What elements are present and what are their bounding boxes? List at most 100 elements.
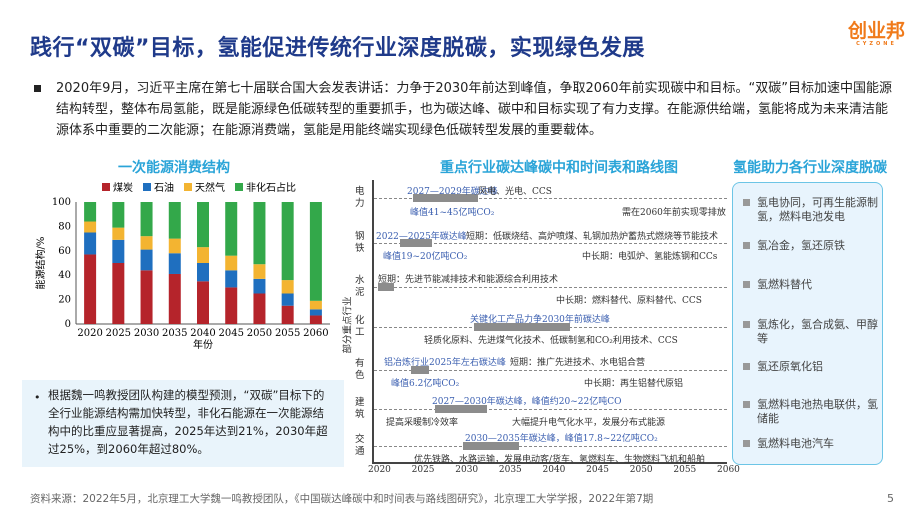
hydrogen-item: 氢冶金，氢还原铁 (743, 239, 879, 253)
bar-石油 (309, 309, 322, 316)
hydrogen-item: 氢燃料电池热电联供，氢储能 (743, 398, 879, 426)
hydrogen-item: 氢还原氧化铝 (743, 360, 879, 374)
bar-天然气 (197, 247, 209, 263)
legend-swatch (184, 183, 192, 191)
bar-天然气 (112, 227, 125, 240)
row-annotation: 峰值6.2亿吨CO₂ (391, 379, 460, 389)
row-annotation: 峰值41~45亿吨CO₂ (410, 208, 495, 218)
hydrogen-item: 氢电协同，可再生能源制氢，燃料电池发电 (743, 196, 879, 224)
y-axis-label: 能源结构/% (34, 237, 47, 290)
hydrogen-item: 氢炼化，氢合成氨、甲醇等 (743, 318, 879, 346)
bar-天然气 (140, 236, 153, 250)
x-tick-label: 2035 (162, 328, 187, 339)
row-annotation: 优先铁路、水路运输，发展电动客/货车、氢燃料车、生物燃料飞机和船舶 (414, 455, 706, 465)
x-tick-label: 2030 (134, 328, 159, 339)
row-label: 有色 (355, 358, 365, 381)
note-box: • 根据魏一鸣教授团队构建的模型预测，“双碳”目标下的全行业能源结构需加快转型，非… (22, 380, 344, 467)
x-tick-label: 2050 (629, 465, 653, 475)
row-annotation: 风电、光电、CCS (478, 187, 552, 197)
bar-石油 (281, 293, 294, 306)
source-note: 资料来源：2022年5月，北京理工大学魏一鸣教授团队，《中国碳达峰碳中和时间表与… (30, 493, 654, 505)
legend-label: 石油 (154, 181, 174, 194)
y-tick-label: 20 (58, 295, 71, 306)
x-tick-label: 2025 (411, 465, 435, 475)
hydrogen-box: 氢电协同，可再生能源制氢，燃料电池发电氢冶金，氢还原铁 氢燃料替代氢炼化，氢合成氨… (732, 182, 883, 465)
bar-石油 (225, 270, 238, 288)
bar-煤炭 (112, 263, 125, 324)
x-tick-label: 2025 (106, 328, 131, 339)
x-tick-label: 2055 (673, 465, 697, 475)
y-tick-label: 80 (58, 221, 71, 232)
bar-石油 (168, 253, 181, 274)
y-tick-label: 0 (65, 319, 71, 330)
y-axis (372, 180, 374, 463)
row-label: 钢铁 (355, 231, 365, 254)
x-tick-label: 2045 (218, 328, 243, 339)
row-label: 化工 (355, 315, 365, 338)
row-annotation: 提高采暖制冷效率 (386, 418, 459, 428)
x-tick-label: 2060 (717, 465, 740, 475)
x-tick-label: 2060 (303, 328, 328, 339)
bar-非化石占比 (112, 202, 125, 228)
bar-煤炭 (84, 254, 97, 324)
peak-period-bar (411, 366, 429, 374)
bar-非化石占比 (309, 202, 322, 301)
bar-非化石占比 (281, 202, 294, 281)
legend-swatch (235, 183, 243, 191)
x-tick-label: 2045 (586, 465, 610, 475)
row-annotation: 关键化工产品力争2030年前碳达峰 (470, 315, 610, 325)
legend-label: 煤炭 (113, 181, 133, 194)
row-annotation: 短期：推广先进技术、水电铝合营 (510, 358, 646, 368)
bar-石油 (112, 239, 125, 263)
legend-swatch (143, 183, 151, 191)
legend-label: 天然气 (195, 181, 225, 194)
bar-非化石占比 (225, 202, 238, 256)
bar-非化石占比 (197, 202, 209, 248)
y-tick-label: 60 (58, 246, 71, 257)
row-annotation: 2030—2035年碳达峰，峰值17.8~22亿吨CO₂ (465, 434, 658, 444)
bar-天然气 (225, 255, 238, 271)
peak-period-bar (399, 239, 433, 247)
bar-煤炭 (281, 305, 294, 324)
bar-煤炭 (140, 270, 153, 324)
row-line (374, 327, 727, 328)
bullet-icon: • (34, 391, 41, 404)
row-annotation: 铝冶炼行业2025年左右碳达峰 (384, 358, 506, 368)
x-axis (372, 462, 727, 464)
row-line (374, 446, 727, 447)
legend-swatch (102, 183, 110, 191)
bar-煤炭 (253, 293, 266, 324)
row-annotation: 需在2060年前实现零排放 (622, 208, 726, 218)
timeline-title: 重点行业碳达峰碳中和时间表和路线图 (440, 160, 678, 176)
peak-period-bar (378, 283, 394, 291)
bar-非化石占比 (168, 202, 181, 239)
bar-天然气 (168, 238, 181, 254)
bar-chart-title: 一次能源消费结构 (118, 160, 230, 176)
bar-煤炭 (168, 273, 181, 324)
bar-石油 (84, 232, 97, 255)
hydrogen-item: 氢燃料替代 (743, 278, 879, 292)
x-tick-label: 2040 (190, 328, 215, 339)
note-text: 根据魏一鸣教授团队构建的模型预测，“双碳”目标下的全行业能源结构需加快转型，非化… (48, 388, 328, 456)
row-annotation: 短期：先进节能减排技术和能源综合利用技术 (378, 275, 559, 285)
bar-天然气 (84, 221, 97, 233)
row-line (374, 198, 727, 199)
row-annotation: 2022—2025年碳达峰 (376, 232, 467, 242)
x-tick-label: 2040 (542, 465, 566, 475)
row-label: 交通 (355, 434, 365, 457)
bar-非化石占比 (140, 202, 153, 237)
bar-非化石占比 (84, 202, 97, 222)
x-tick-label: 2020 (77, 328, 102, 339)
row-line (374, 370, 727, 371)
bar-煤炭 (225, 287, 238, 324)
x-tick-label: 2030 (455, 465, 479, 475)
page-number: 5 (887, 492, 894, 505)
row-annotation: 2027—2029年碳达峰 (407, 187, 498, 197)
legend-label: 非化石占比 (246, 181, 296, 194)
page-title: 践行“双碳”目标，氢能促进传统行业深度脱碳，实现绿色发展 (30, 36, 645, 61)
y-tick-label: 40 (58, 270, 71, 281)
peak-period-bar (434, 405, 488, 413)
x-tick-label: 2055 (275, 328, 300, 339)
hydrogen-title: 氢能助力各行业深度脱碳 (733, 160, 887, 176)
